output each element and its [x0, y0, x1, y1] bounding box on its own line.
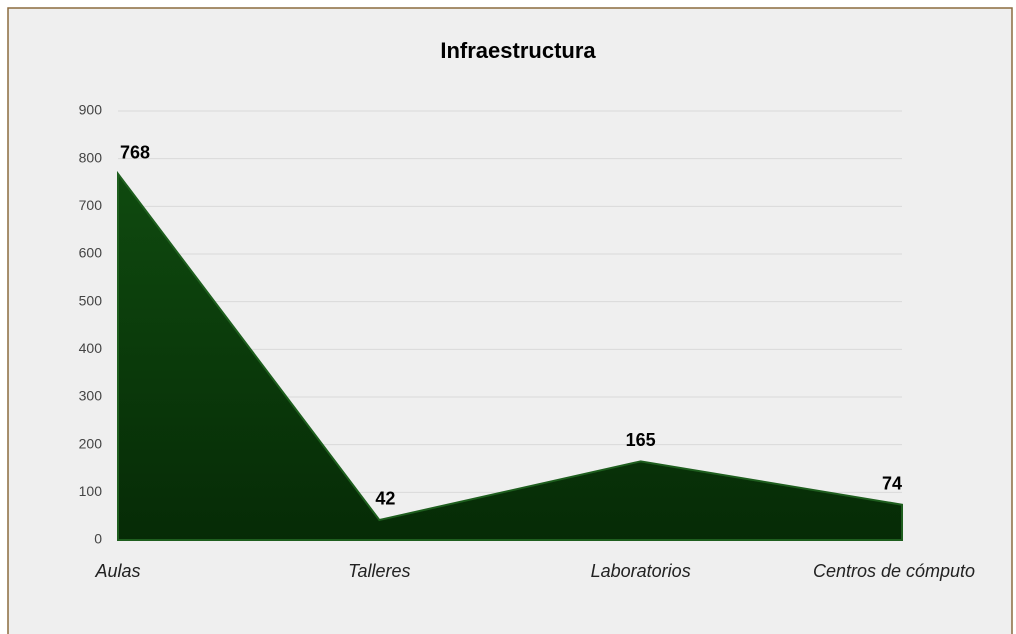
- y-tick-label: 600: [79, 245, 103, 261]
- y-tick-label: 700: [79, 197, 103, 213]
- x-tick-label: Centros de cómputo: [813, 561, 975, 581]
- data-label: 768: [120, 143, 150, 163]
- y-tick-label: 100: [79, 483, 103, 499]
- x-tick-label: Talleres: [348, 561, 410, 581]
- y-tick-label: 500: [79, 292, 103, 308]
- data-label: 74: [882, 473, 902, 493]
- y-tick-label: 400: [79, 340, 103, 356]
- y-tick-label: 0: [94, 531, 102, 547]
- data-label: 165: [626, 430, 656, 450]
- area: [117, 170, 903, 541]
- y-tick-label: 300: [79, 388, 103, 404]
- chart-title: Infraestructura: [440, 38, 596, 63]
- data-label: 42: [375, 489, 395, 509]
- y-tick-label: 200: [79, 435, 103, 451]
- y-tick-label: 800: [79, 149, 103, 165]
- y-tick-label: 900: [79, 102, 103, 118]
- x-tick-label: Aulas: [94, 561, 140, 581]
- x-tick-label: Laboratorios: [591, 561, 691, 581]
